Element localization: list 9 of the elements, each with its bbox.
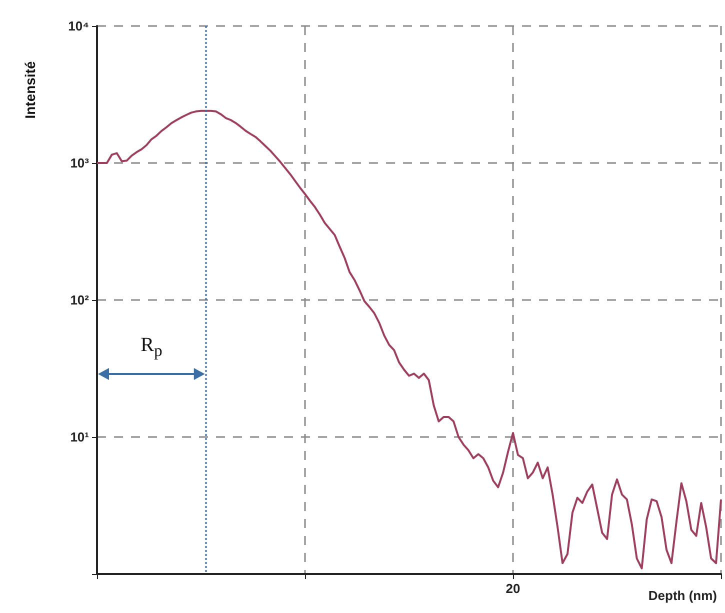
- y-tick-label: 10³: [70, 156, 90, 170]
- y-tick-label: 10²: [70, 292, 90, 308]
- y-axis-title: Intensité: [22, 61, 38, 119]
- x-tick-label: 20: [506, 581, 520, 596]
- y-tick-label: 10¹: [70, 430, 89, 444]
- annotation: R$_{p}$: [140, 334, 162, 361]
- y-tick-label: 10⁴: [68, 18, 89, 34]
- line-series: [96, 110, 722, 570]
- x-axis-title: Depth (nm): [648, 588, 717, 603]
